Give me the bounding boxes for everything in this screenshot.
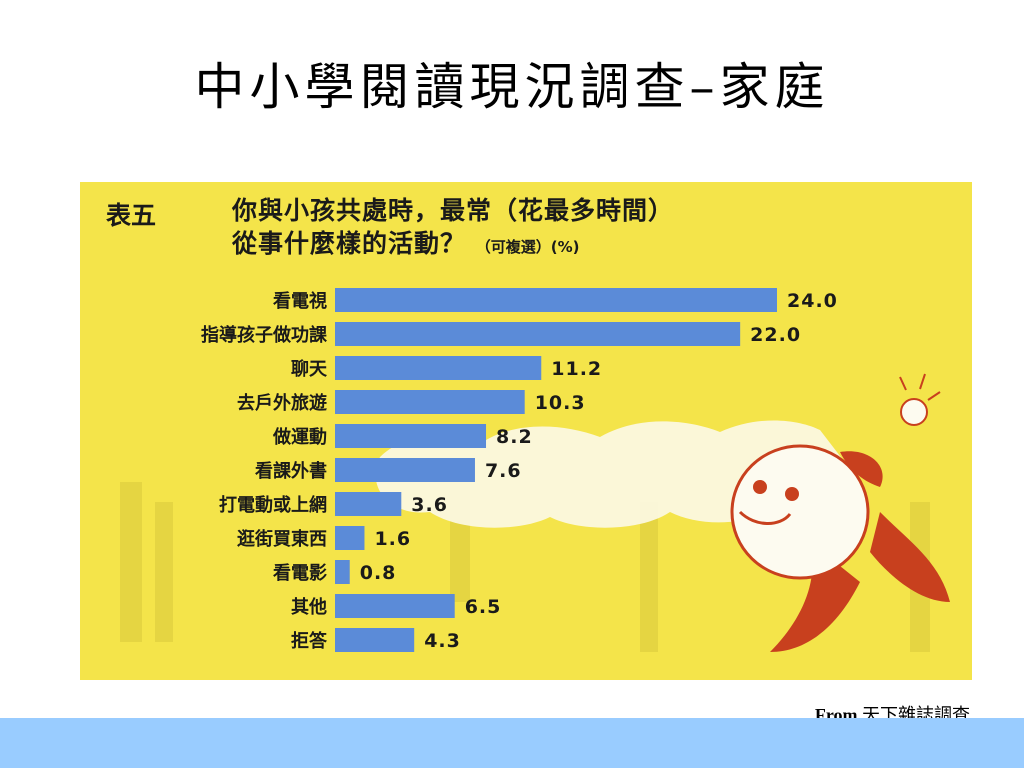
chart-figure: 看電視 24.0 指導孩子做功課 22.0 聊天 11.2 去戶外旅遊 10.3 做運動 8.2 看… bbox=[80, 182, 972, 680]
slide-title: 中小學閱讀現況調查–家庭 bbox=[194, 58, 830, 116]
mascot-illustration bbox=[730, 373, 950, 652]
bar bbox=[335, 560, 350, 584]
bar bbox=[335, 424, 487, 448]
value-label: 7.6 bbox=[485, 460, 522, 482]
value-label: 11.2 bbox=[551, 358, 602, 380]
question-line-2: 從事什麼樣的活動？ （可複選）(%) bbox=[232, 227, 674, 264]
category-label: 聊天 bbox=[291, 358, 328, 380]
value-label: 1.6 bbox=[374, 528, 411, 550]
value-label: 3.6 bbox=[411, 494, 448, 516]
question-line-2-text: 從事什麼樣的活動？ bbox=[232, 229, 467, 258]
category-label: 看電影 bbox=[272, 562, 327, 584]
bar bbox=[335, 288, 777, 312]
bar bbox=[335, 322, 741, 346]
value-label: 4.3 bbox=[424, 630, 461, 652]
category-label: 逛街買東西 bbox=[237, 528, 327, 550]
question-line-1: 你與小孩共處時，最常（花最多時間） bbox=[232, 196, 675, 225]
category-label: 去戶外旅遊 bbox=[237, 392, 327, 414]
category-label: 其他 bbox=[291, 596, 327, 618]
bar-chart: 看電視 24.0 指導孩子做功課 22.0 聊天 11.2 去戶外旅遊 10.3 做運動 8.2 看… bbox=[120, 288, 950, 652]
category-label: 指導孩子做功課 bbox=[201, 324, 328, 346]
bar bbox=[335, 492, 402, 516]
value-label: 10.3 bbox=[535, 392, 586, 414]
chart-question: 你與小孩共處時，最常（花最多時間） 從事什麼樣的活動？ （可複選）(%) bbox=[232, 194, 674, 264]
value-label: 8.2 bbox=[496, 426, 533, 448]
category-label: 拒答 bbox=[291, 630, 328, 652]
category-label: 看電視 bbox=[272, 290, 327, 312]
bar bbox=[335, 526, 365, 550]
value-label: 0.8 bbox=[360, 562, 397, 584]
table-label: 表五 bbox=[106, 201, 157, 230]
bar bbox=[335, 594, 455, 618]
bar bbox=[335, 356, 542, 380]
value-label: 22.0 bbox=[750, 324, 801, 346]
category-label: 打電動或上網 bbox=[219, 494, 327, 516]
bar bbox=[335, 390, 525, 414]
bars-layer: 看電視 24.0 指導孩子做功課 22.0 聊天 11.2 去戶外旅遊 10.3 做運動 8.2 看… bbox=[201, 288, 838, 652]
bar bbox=[335, 458, 475, 482]
category-label: 做運動 bbox=[272, 426, 327, 448]
category-label: 看課外書 bbox=[254, 460, 327, 482]
bottom-band bbox=[0, 718, 1024, 768]
question-note: （可複選）(%) bbox=[475, 238, 580, 256]
value-label: 24.0 bbox=[787, 290, 838, 312]
value-label: 6.5 bbox=[465, 596, 502, 618]
bar bbox=[335, 628, 415, 652]
